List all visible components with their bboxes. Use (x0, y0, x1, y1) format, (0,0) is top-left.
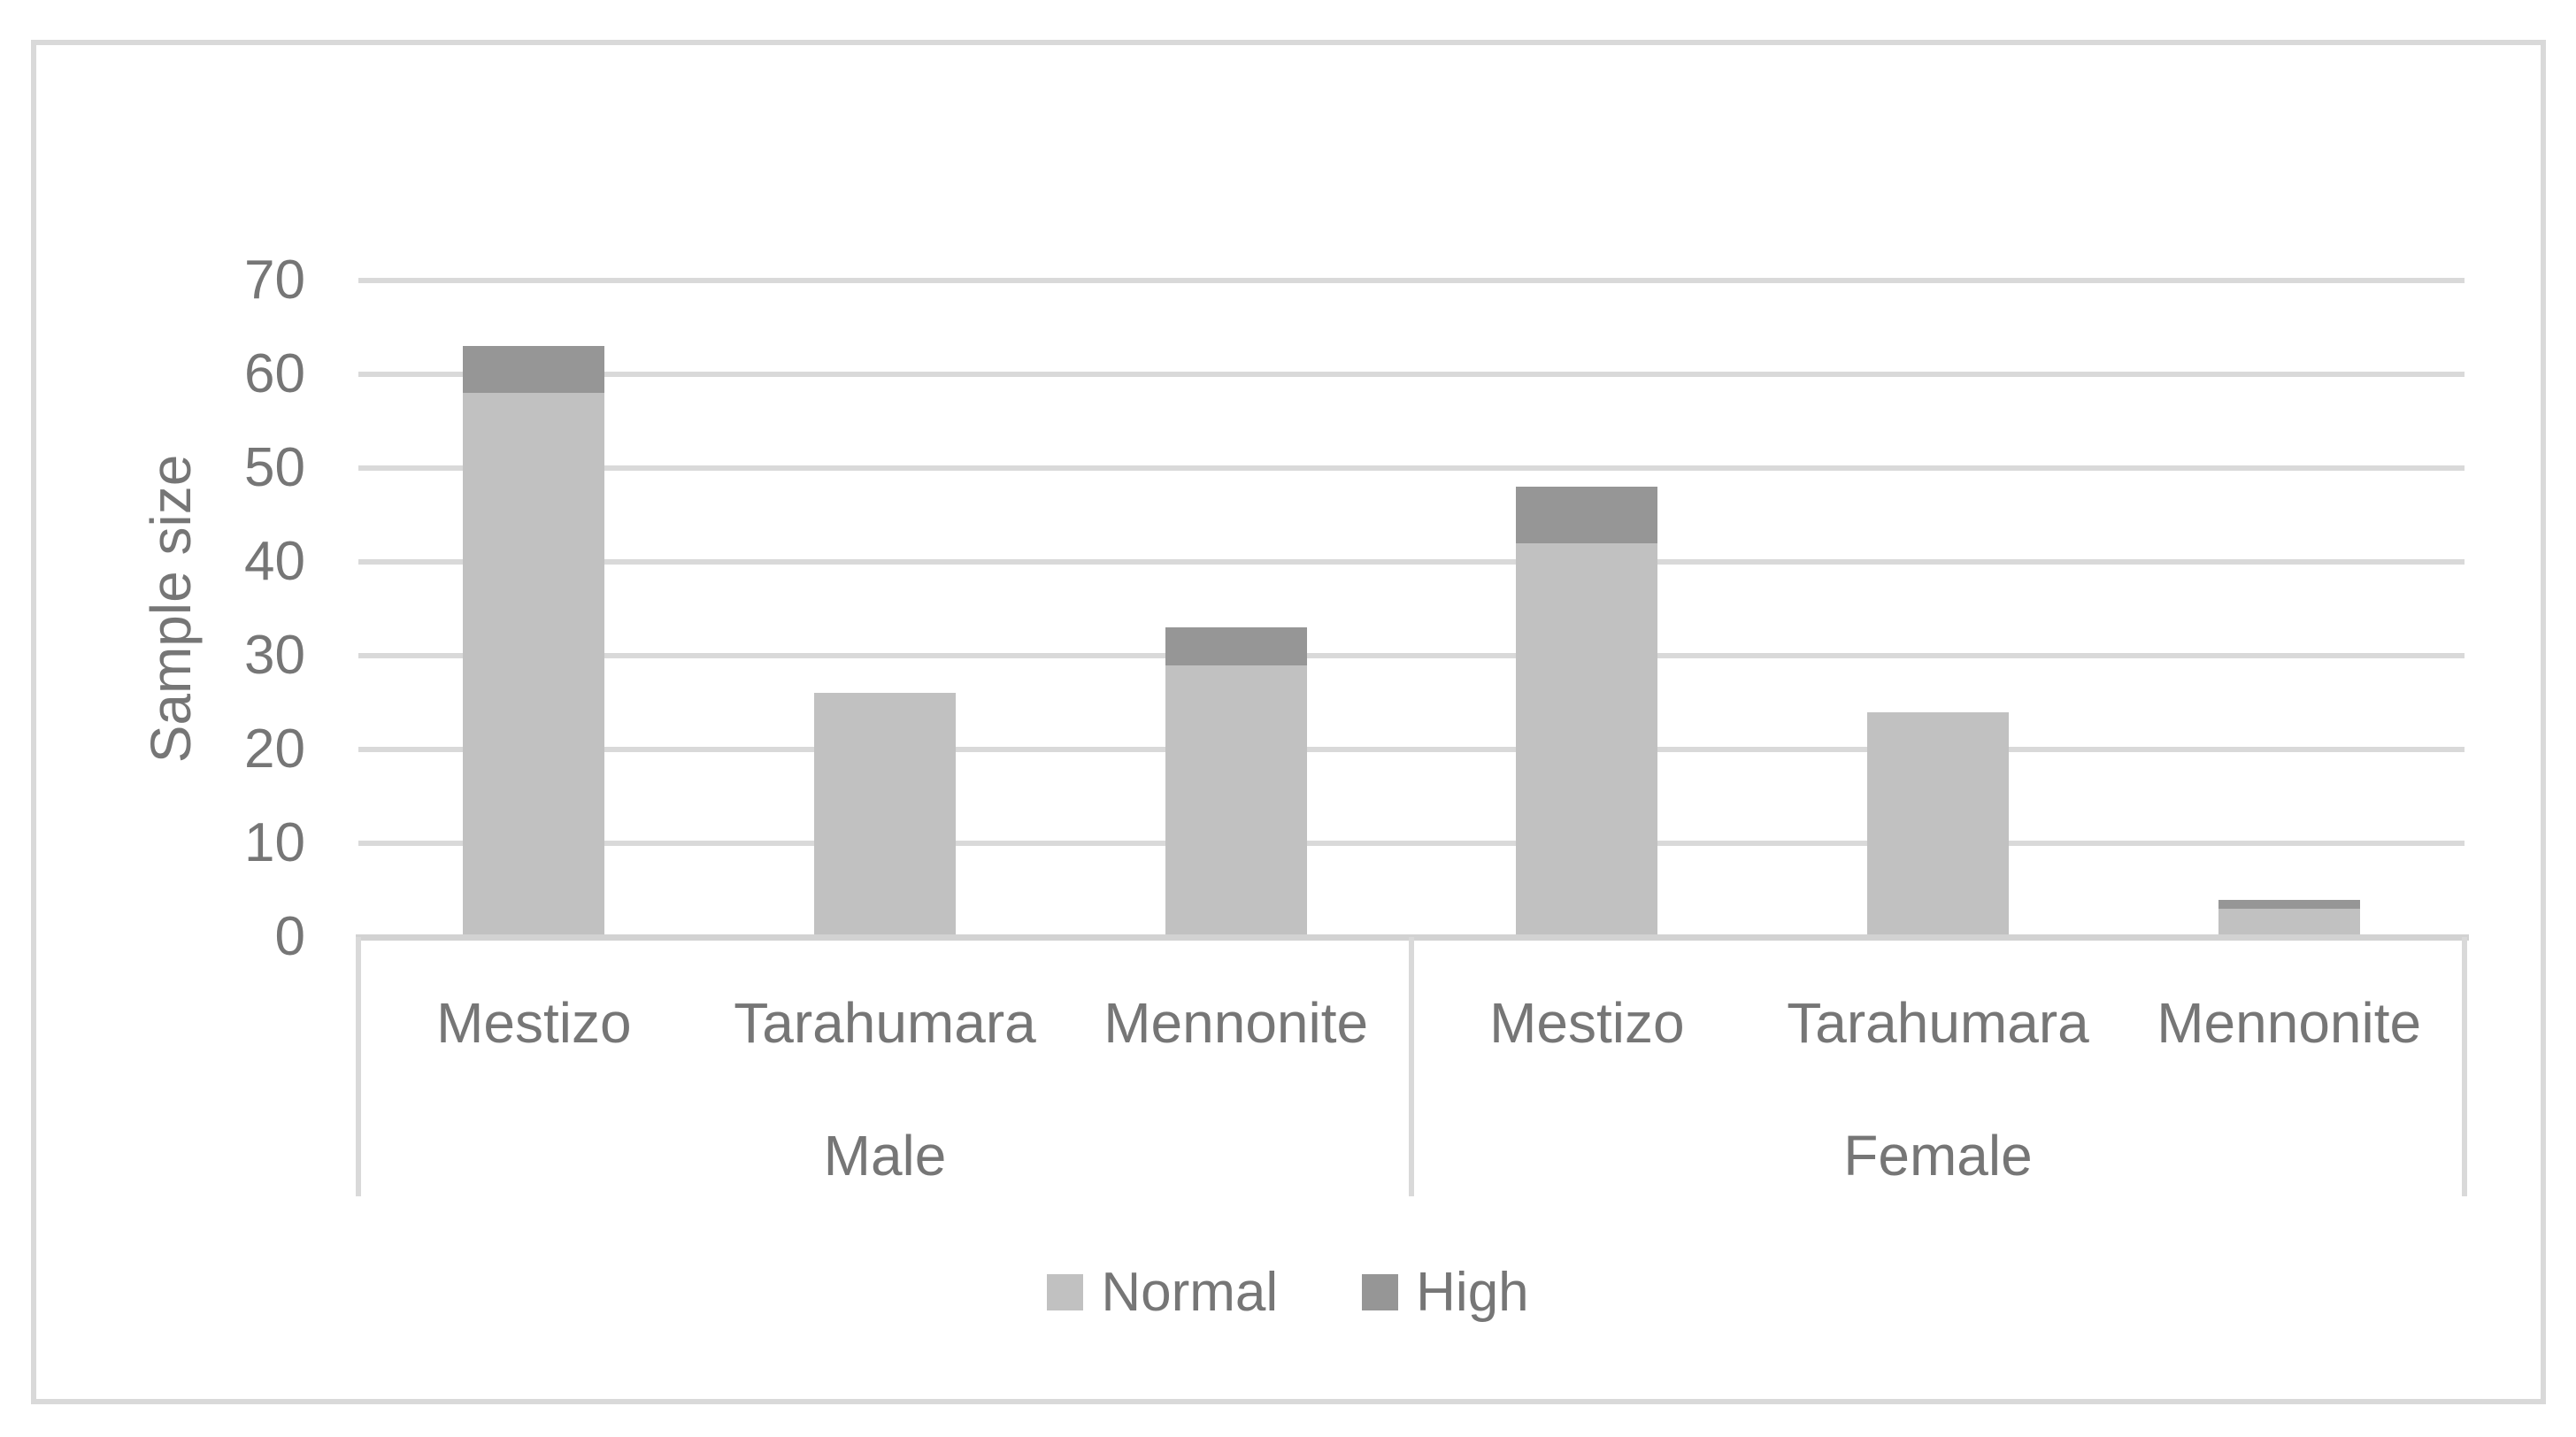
category-label: Mestizo (1489, 991, 1685, 1055)
axis-divider-line (356, 937, 361, 1196)
group-label: Male (823, 1124, 947, 1187)
bar-segment-normal (1867, 711, 2009, 937)
gridline (358, 747, 2465, 752)
y-tick-label: 70 (244, 250, 305, 311)
gridline (358, 372, 2465, 377)
bar-segment-high (2218, 899, 2360, 910)
gridline (358, 559, 2465, 565)
gridline (358, 841, 2465, 846)
category-label: Tarahumara (734, 991, 1036, 1055)
y-tick-label: 50 (244, 437, 305, 498)
legend-swatch-normal (1047, 1274, 1084, 1310)
legend-item: Normal (1047, 1261, 1278, 1324)
axis-divider-line (2462, 937, 2467, 1196)
group-label: Female (1843, 1124, 2033, 1187)
bar-segment-high (463, 346, 605, 394)
gridline (358, 653, 2465, 658)
category-label: Mennonite (1103, 991, 1369, 1055)
gridline (358, 465, 2465, 471)
y-axis-title: Sample size (139, 454, 203, 764)
y-tick-label: 40 (244, 531, 305, 592)
y-tick-label: 0 (274, 906, 305, 967)
bar-segment-normal (463, 393, 605, 937)
y-tick-label: 20 (244, 718, 305, 780)
legend-label: Normal (1101, 1262, 1279, 1323)
y-tick-label: 30 (244, 625, 305, 686)
bar-segment-high (1165, 627, 1307, 665)
y-tick-label: 60 (244, 343, 305, 404)
bar-segment-normal (814, 693, 956, 937)
category-label: Tarahumara (1787, 991, 2089, 1055)
legend-swatch-high (1362, 1274, 1399, 1310)
bar-segment-high (1516, 487, 1658, 543)
bar-segment-normal (1516, 542, 1658, 937)
gridline (358, 278, 2465, 283)
legend: Normal High (0, 1261, 2576, 1324)
bar-segment-normal (1165, 665, 1307, 937)
y-tick-label: 10 (244, 812, 305, 873)
category-label: Mennonite (2157, 991, 2422, 1055)
axis-divider-line (1409, 937, 1414, 1196)
legend-item: High (1362, 1261, 1529, 1324)
bar-segment-normal (2218, 909, 2360, 937)
category-label: Mestizo (436, 991, 632, 1055)
legend-label: High (1416, 1262, 1529, 1323)
plot-area (356, 278, 2469, 941)
